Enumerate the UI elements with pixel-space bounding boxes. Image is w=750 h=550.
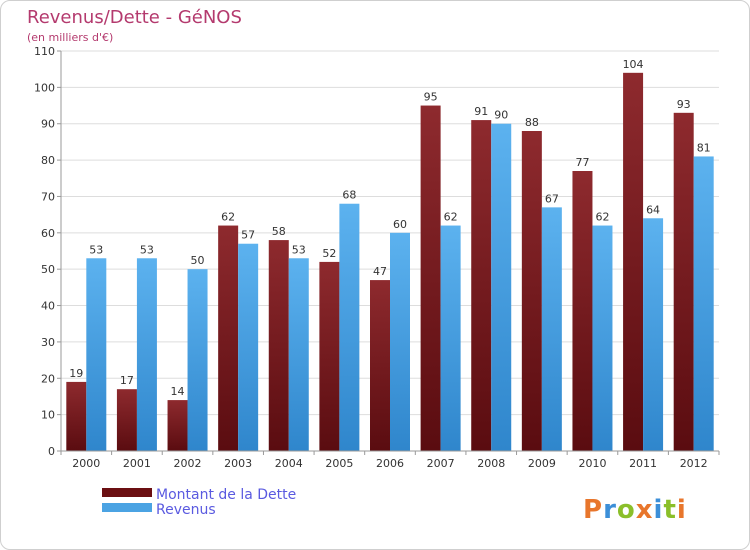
y-tick-label: 20 [41, 372, 55, 385]
data-label-revenus: 90 [494, 109, 508, 122]
data-label-dette: 52 [322, 247, 336, 260]
y-tick-label: 110 [34, 45, 55, 58]
y-axis: 0 10 20 30 40 50 60 70 80 90 100 110 [34, 45, 61, 458]
x-tick-label: 2002 [174, 457, 202, 470]
data-label-revenus: 68 [342, 189, 356, 202]
x-tick-label: 2009 [528, 457, 556, 470]
bar-dette [66, 381, 87, 451]
data-label-dette: 47 [373, 265, 387, 278]
bars: 19 53 17 53 14 50 62 57 58 53 52 68 47 60 95 62 91 90 88 67… [66, 58, 714, 452]
bar-revenus [440, 225, 461, 451]
x-axis: 2000 2001 2002 2003 2004 2005 2006 2007 2008 2009… [60, 451, 720, 470]
y-tick-label: 100 [34, 81, 55, 94]
bar-dette [167, 400, 188, 451]
legend-swatch-revenus [102, 503, 152, 512]
bar-revenus [643, 218, 664, 451]
bar-dette [370, 280, 390, 451]
x-tick-label: 2010 [578, 457, 606, 470]
x-tick-label: 2012 [680, 457, 708, 470]
data-label-revenus: 81 [697, 141, 711, 154]
y-tick-label: 90 [41, 118, 55, 131]
bar-revenus [693, 156, 714, 452]
logo-text: Proxiti [583, 495, 687, 525]
data-label-dette: 88 [525, 116, 539, 129]
bar-revenus [288, 258, 309, 451]
y-tick-label: 80 [41, 154, 55, 167]
bar-dette [521, 131, 542, 451]
bar-revenus [592, 225, 613, 451]
bar-dette [268, 240, 289, 451]
data-label-revenus: 53 [89, 243, 103, 256]
chart-title: Revenus/Dette - GéNOS [27, 7, 242, 28]
x-tick-label: 2003 [224, 457, 252, 470]
bar-revenus [541, 207, 562, 451]
bar-revenus [238, 243, 259, 451]
bar-revenus [491, 123, 512, 452]
x-tick-label: 2004 [275, 457, 303, 470]
data-label-dette: 58 [272, 225, 286, 238]
data-label-dette: 95 [424, 91, 438, 104]
data-label-dette: 104 [623, 58, 644, 71]
bar-revenus [136, 258, 157, 451]
bar-dette [319, 261, 340, 451]
data-label-revenus: 53 [292, 243, 306, 256]
proxiti-logo: Proxiti [583, 495, 687, 525]
x-tick-label: 2001 [123, 457, 151, 470]
data-label-dette: 19 [69, 367, 83, 380]
data-label-revenus: 57 [241, 229, 255, 242]
y-tick-label: 60 [41, 227, 55, 240]
bar-dette [623, 72, 644, 452]
bar-dette [673, 112, 694, 452]
data-label-revenus: 62 [595, 211, 609, 224]
data-label-revenus: 50 [191, 254, 205, 267]
chart-subtitle: (en milliers d'€) [27, 31, 113, 44]
legend-label-debt: Montant de la Dette [156, 487, 296, 503]
y-tick-label: 70 [41, 190, 55, 203]
x-tick-label: 2000 [72, 457, 100, 470]
data-label-revenus: 64 [646, 203, 660, 216]
bar-revenus [339, 203, 360, 451]
data-label-dette: 17 [120, 374, 134, 387]
bar-dette [420, 105, 441, 451]
bar-dette [572, 171, 593, 451]
legend-label-revenus: Revenus [156, 502, 216, 518]
x-tick-label: 2007 [427, 457, 455, 470]
bar-revenus [86, 258, 107, 451]
legend-swatch-debt [102, 488, 152, 497]
y-tick-label: 10 [41, 409, 55, 422]
y-tick-label: 0 [48, 445, 55, 458]
x-tick-label: 2005 [325, 457, 353, 470]
x-tick-label: 2008 [477, 457, 505, 470]
data-label-revenus: 60 [393, 218, 407, 231]
y-tick-label: 40 [41, 300, 55, 313]
bar-revenus [187, 269, 208, 451]
data-label-dette: 77 [575, 156, 589, 169]
legend: Montant de la Dette Revenus [102, 487, 296, 518]
y-tick-label: 30 [41, 336, 55, 349]
x-tick-label: 2006 [376, 457, 404, 470]
data-label-dette: 93 [677, 98, 691, 111]
data-label-revenus: 62 [444, 211, 458, 224]
data-label-revenus: 53 [140, 243, 154, 256]
bar-revenus [390, 232, 410, 451]
bar-dette [471, 120, 492, 451]
bar-dette [116, 389, 137, 451]
data-label-dette: 91 [474, 105, 488, 118]
y-tick-label: 50 [41, 263, 55, 276]
data-label-revenus: 67 [545, 192, 559, 205]
x-tick-label: 2011 [629, 457, 657, 470]
bar-dette [218, 225, 239, 451]
data-label-dette: 14 [171, 385, 185, 398]
data-label-dette: 62 [221, 211, 235, 224]
